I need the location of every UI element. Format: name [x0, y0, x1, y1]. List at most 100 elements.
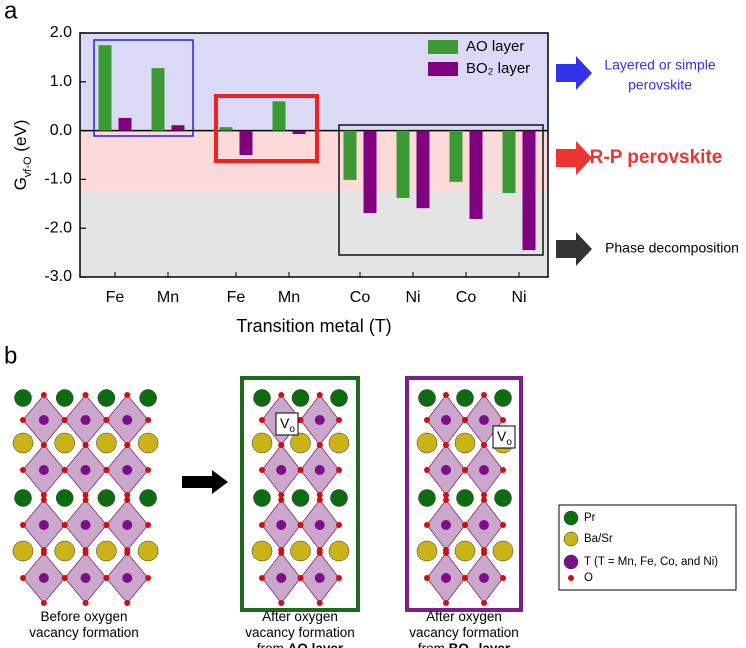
x-tick-label: Co: [456, 289, 477, 306]
o-atom: [278, 600, 285, 606]
o-atom: [259, 575, 265, 581]
t-atom: [479, 520, 489, 530]
a-site-atom: [290, 540, 311, 562]
o-atom: [500, 575, 506, 581]
bar: [219, 127, 233, 131]
a-site-atom: [290, 432, 311, 454]
o-atom: [82, 600, 89, 606]
a-site-atom: [137, 540, 159, 562]
t-atom: [276, 465, 287, 475]
o-atom: [40, 442, 47, 448]
o-atom: [82, 550, 89, 556]
x-tick-label: Co: [350, 289, 371, 306]
o-atom: [61, 522, 68, 528]
y-tick-label: -3.0: [44, 268, 72, 285]
bo2-frame: [405, 376, 523, 612]
x-tick-label: Fe: [227, 289, 246, 306]
o-atom: [443, 442, 449, 448]
caption: from AO layer: [257, 641, 344, 648]
o-atom: [424, 575, 430, 581]
t-atom: [38, 520, 49, 530]
o-atom: [278, 442, 285, 448]
t-atom: [441, 465, 451, 475]
o-atom: [61, 575, 68, 581]
bar: [118, 117, 132, 131]
o-atom: [500, 522, 506, 528]
a-site-atom: [494, 389, 512, 407]
o-atom: [443, 497, 449, 503]
y-tick-label: 1.0: [50, 73, 72, 90]
caption-part: from: [418, 641, 449, 648]
o-atom: [145, 467, 152, 473]
a-site-atom: [55, 389, 74, 407]
o-atom: [316, 492, 323, 498]
region-label: R-P perovskite: [590, 147, 723, 168]
t-atom: [441, 573, 451, 583]
x-axis-label: Transition metal (T): [236, 316, 391, 336]
o-atom: [124, 442, 131, 448]
crystal-structure: [416, 389, 514, 606]
o-atom: [124, 392, 131, 398]
x-tick-label: Ni: [511, 289, 526, 306]
subscript: o: [289, 424, 295, 435]
t-atom: [479, 415, 489, 425]
o-atom: [481, 550, 487, 556]
legend-label: T (T = Mn, Fe, Co, and Ni): [584, 556, 718, 568]
o-atom: [145, 417, 152, 423]
bar: [363, 130, 377, 214]
o-atom: [462, 522, 468, 528]
o-atom: [278, 497, 285, 503]
text-part: V: [497, 428, 507, 444]
a-site-atom: [416, 432, 438, 454]
o-atom: [20, 417, 26, 423]
a-site-atom: [418, 489, 436, 507]
text-part: (eV): [11, 120, 30, 157]
o-atom: [424, 417, 430, 423]
caption-part: vacancy formation: [409, 625, 519, 640]
t-atom: [479, 465, 489, 475]
plot-frame: [79, 32, 549, 278]
o-atom: [82, 442, 89, 448]
t-atom: [80, 520, 91, 530]
legend-label: O: [584, 572, 593, 584]
a-site-atom: [97, 489, 116, 507]
o-atom: [297, 575, 304, 581]
o-atom: [40, 492, 47, 498]
caption-part: After oxygen: [426, 609, 502, 624]
o-atom: [124, 550, 131, 556]
a-site-atom: [54, 540, 75, 562]
o-atom: [40, 600, 47, 606]
caption-part: vacancy formation: [245, 625, 355, 640]
y-tick-label: -2.0: [44, 219, 72, 236]
o-atom: [278, 392, 285, 398]
vacancy-label: Vo: [280, 415, 295, 435]
t-atom: [276, 573, 287, 583]
a-site-atom: [328, 432, 350, 454]
o-atom: [462, 575, 468, 581]
caption: vacancy formation: [409, 625, 519, 640]
a-site-atom: [55, 489, 74, 507]
o-atom: [40, 497, 47, 503]
legend-label: Ba/Sr: [584, 533, 613, 545]
region-arrow: [556, 232, 592, 266]
o-atom: [20, 575, 26, 581]
o-atom: [103, 417, 110, 423]
bar: [416, 130, 430, 209]
o-atom: [278, 550, 285, 556]
crystal-structure: [12, 389, 159, 606]
legend-swatch: [428, 62, 458, 76]
x-tick-label: Mn: [157, 289, 179, 306]
o-atom: [82, 492, 89, 498]
o-atom: [481, 392, 487, 398]
t-atom: [38, 465, 49, 475]
region-arrow: [556, 56, 592, 90]
legend-atom: [568, 575, 574, 581]
bar: [343, 130, 357, 180]
o-atom: [124, 492, 131, 498]
o-atom: [103, 575, 110, 581]
a-site-atom: [418, 389, 436, 407]
vacancy-box: [275, 412, 299, 436]
ao-frame: [240, 376, 360, 612]
a-site-atom: [454, 540, 476, 562]
